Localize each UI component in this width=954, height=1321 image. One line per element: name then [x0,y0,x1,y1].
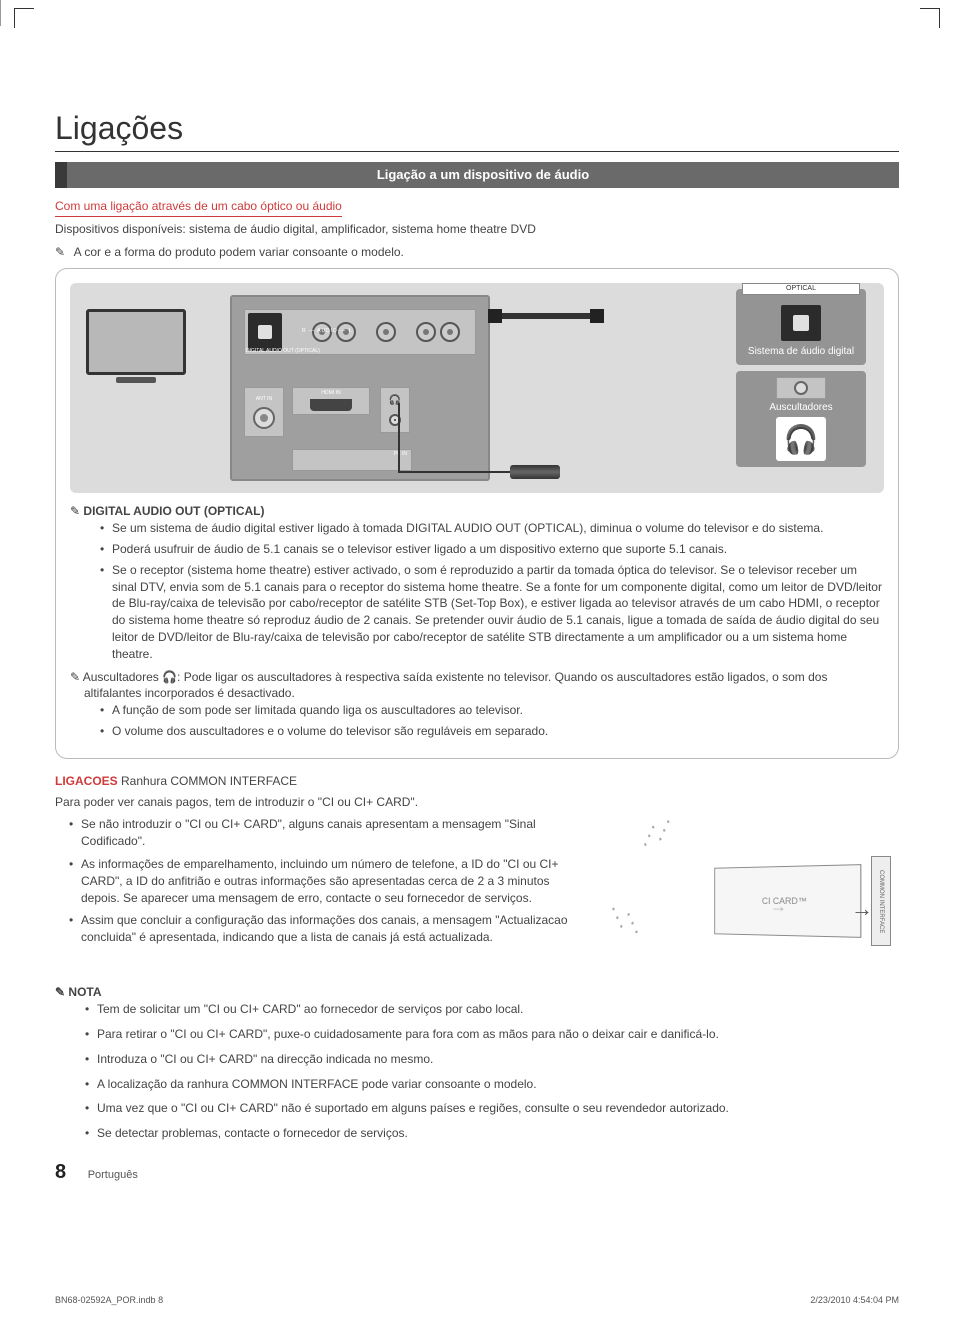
ant-port: ANT IN [244,387,284,437]
optical-port-icon [248,313,282,351]
note-icon: ✎ [55,244,69,261]
list-item: Uma vez que o "CI ou CI+ CARD" não é sup… [85,1100,899,1117]
page-content: Ligações Ligação a um dispositivo de áud… [0,26,954,1206]
crop-mark [14,8,34,28]
cable-connector [590,309,604,323]
variation-note: ✎ A cor e a forma do produto podem varia… [55,244,899,261]
digital-audio-section: ✎ DIGITAL AUDIO OUT (OPTICAL) Se um sist… [70,503,884,662]
digital-audio-device: OPTICAL Sistema de áudio digital [736,289,866,365]
digital-audio-heading: DIGITAL AUDIO OUT (OPTICAL) [83,504,264,518]
common-interface-heading: LIGACOES Ranhura COMMON INTERFACE [55,773,899,790]
ci-bullets: Se não introduzir o "CI ou CI+ CARD", al… [55,816,587,946]
headphones-note: ✎ Auscultadores 🎧: Pode ligar os auscult… [70,669,884,703]
list-item: Se não introduzir o "CI ou CI+ CARD", al… [69,816,587,850]
rca-port [440,322,460,342]
list-item: A função de som pode ser limitada quando… [100,702,884,719]
section-title: Ligações [55,66,899,152]
tv-backpanel: DIGITAL AUDIO OUT (OPTICAL) R — AUDIO — … [230,295,490,481]
footer-right: 2/23/2010 4:54:04 PM [810,1294,899,1307]
list-item: Se um sistema de áudio digital estiver l… [100,520,884,537]
optical-label: DIGITAL AUDIO OUT (OPTICAL) [246,349,320,355]
list-item: Tem de solicitar um "CI ou CI+ CARD" ao … [85,1001,899,1018]
headphones-icon: 🎧 [776,417,826,461]
page-number: 8 Português [55,1158,899,1186]
ci-card-diagram: ⋰⋰ ⋱⋱ CI CARD™ → → COMMON INTERFACE [599,816,899,976]
hdmi-port: HDMI IN [292,387,370,415]
footer-left: BN68-02592A_POR.indb 8 [55,1294,163,1307]
ci-intro: Para poder ver canais pagos, tem de intr… [55,794,899,811]
note-icon: ✎ [70,504,80,518]
ci-slot: COMMON INTERFACE [871,856,891,946]
list-item: Poderá usufruir de áudio de 5.1 canais s… [100,541,884,558]
ci-card: CI CARD™ → [714,864,861,938]
note-icon: ✎ [70,670,80,684]
header-bar: Ligação a um dispositivo de áudio [55,162,899,188]
headphone-port: 🎧 [380,387,410,433]
audio-label: R — AUDIO — L [302,328,353,335]
footer: BN68-02592A_POR.indb 8 2/23/2010 4:54:04… [55,1294,899,1307]
headphones-label: Auscultadores [742,401,860,415]
ci-section: Se não introduzir o "CI ou CI+ CARD", al… [55,816,899,976]
tv-icon [86,309,186,379]
list-item: Se detectar problemas, contacte o fornec… [85,1125,899,1142]
language-label: Português [88,1169,138,1181]
cable-connector [488,309,502,323]
crop-mark [0,0,1,26]
list-item: A localização da ranhura COMMON INTERFAC… [85,1076,899,1093]
diagram-container: DIGITAL AUDIO OUT (OPTICAL) R — AUDIO — … [55,268,899,758]
optical-in-port [781,305,821,341]
subtitle: Com uma ligação através de um cabo óptic… [55,198,342,217]
list-item: Introduza o "CI ou CI+ CARD" na direcção… [85,1051,899,1068]
list-item: O volume dos auscultadores e o volume do… [100,723,884,740]
list-item: Se o receptor (sistema home theatre) est… [100,562,884,663]
headphones-bullets: A função de som pode ser limitada quando… [70,702,884,740]
nota-heading: ✎ NOTA [55,984,899,1001]
headphone-device: Auscultadores 🎧 [736,371,866,467]
variation-text: A cor e a forma do produto podem variar … [74,245,404,259]
note-icon: ✎ [55,985,65,999]
list-item: As informações de emparelhamento, inclui… [69,856,587,906]
hp-cable [398,403,400,473]
rca-port [416,322,436,342]
hp-plug [510,465,560,479]
nota-bullets: Tem de solicitar um "CI ou CI+ CARD" ao … [55,1001,899,1142]
pcin-port: PC IN [292,449,412,471]
list-item: Para retirar o "CI ou CI+ CARD", puxe-o … [85,1026,899,1043]
connection-diagram: DIGITAL AUDIO OUT (OPTICAL) R — AUDIO — … [70,283,884,493]
optical-cable [490,313,600,319]
crop-mark [920,8,940,28]
rca-port [376,322,396,342]
headphones-text: Auscultadores 🎧: Pode ligar os auscultad… [83,670,828,701]
arrow-icon: → [851,894,873,925]
device-label: Sistema de áudio digital [742,345,860,359]
digital-audio-bullets: Se um sistema de áudio digital estiver l… [70,520,884,662]
list-item: Assim que concluir a configuração das in… [69,912,587,946]
devices-line: Dispositivos disponíveis: sistema de áud… [55,221,899,238]
